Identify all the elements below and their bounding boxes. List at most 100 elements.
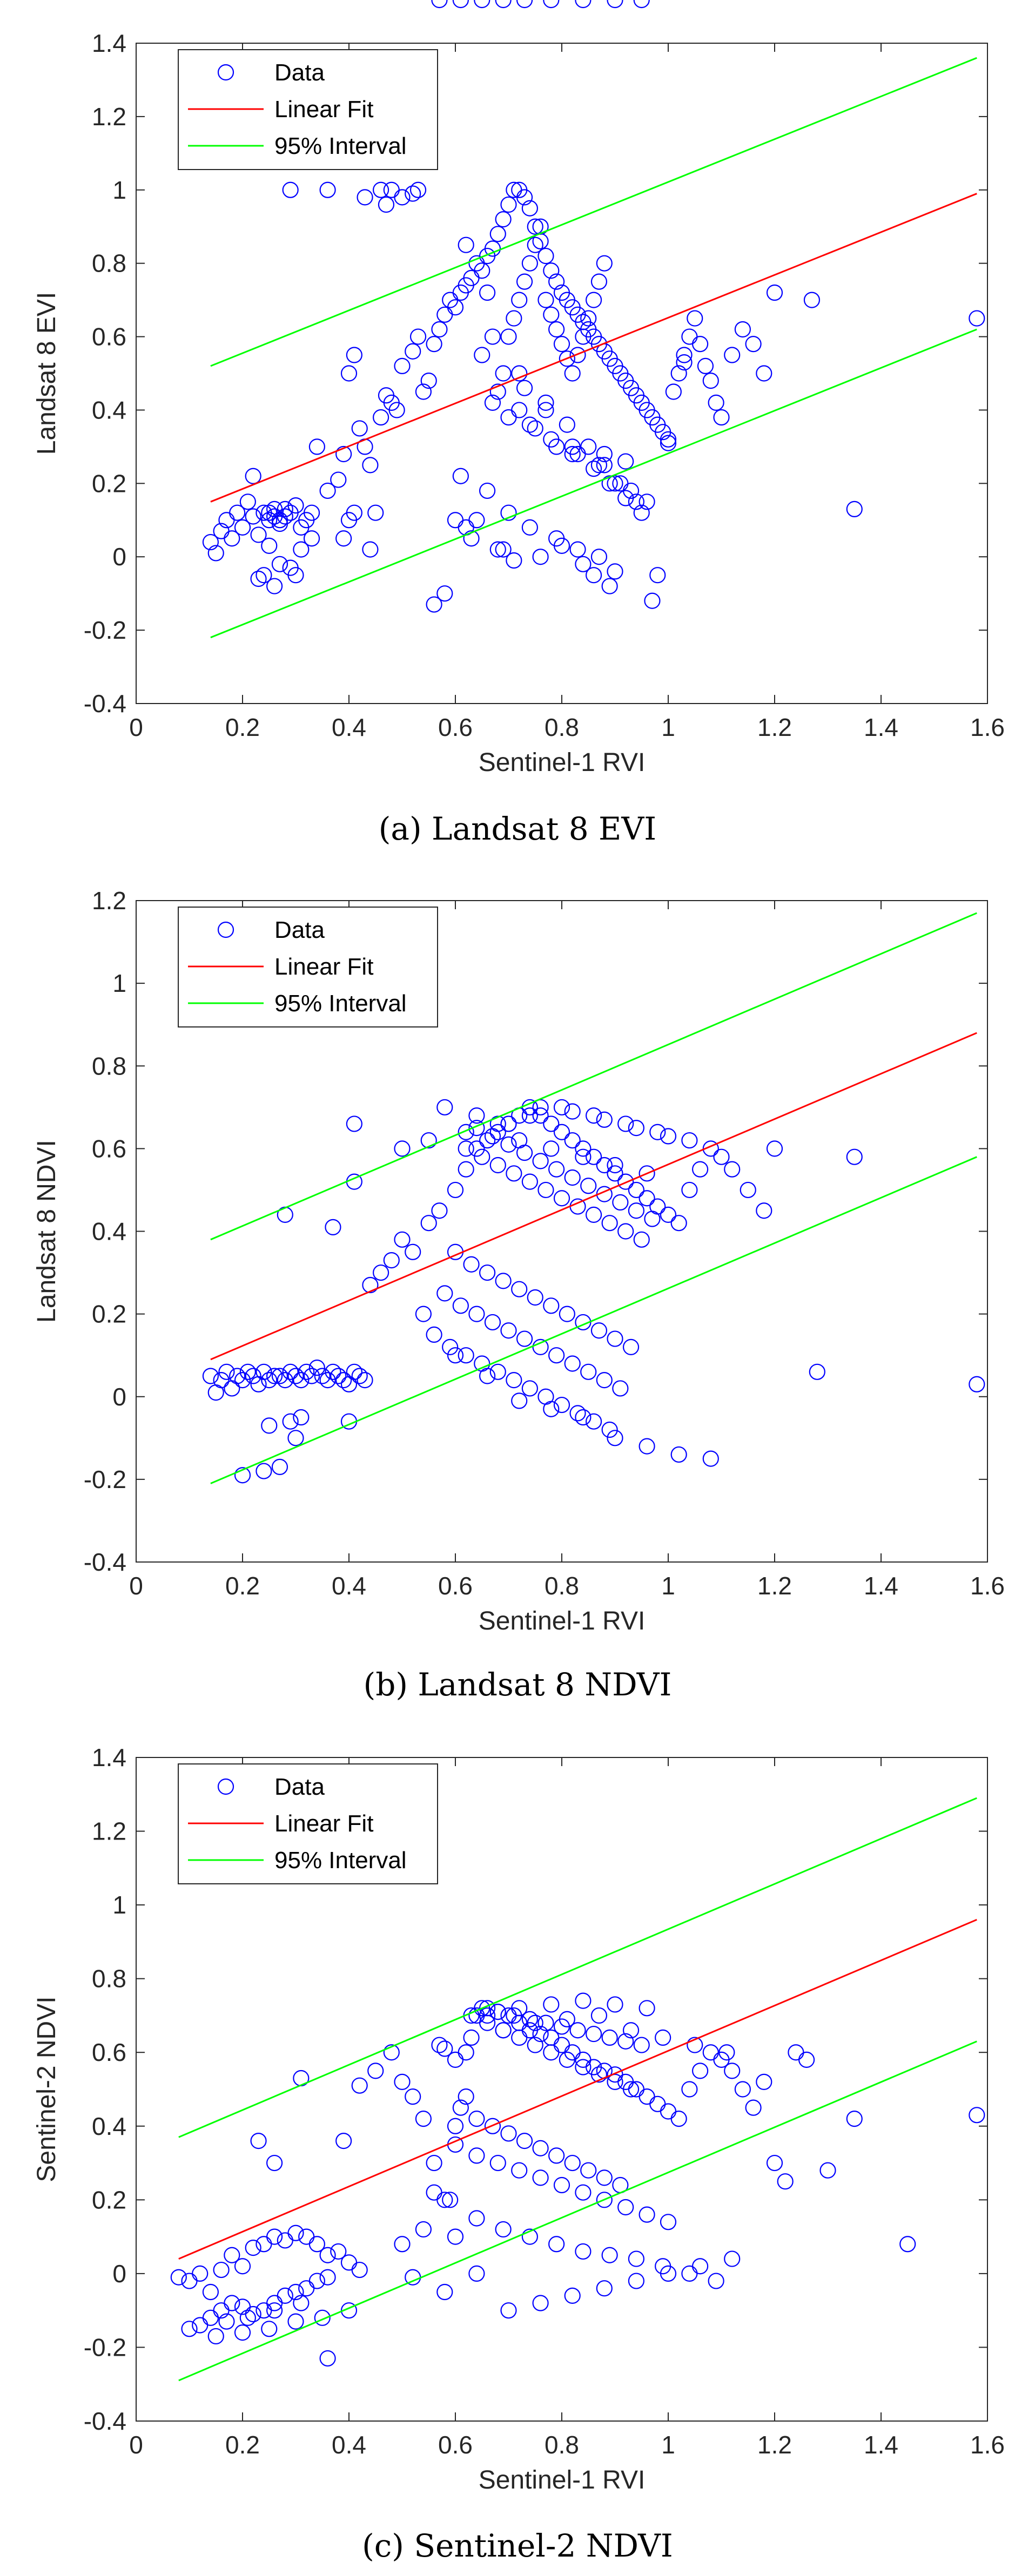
y-tick-label: 0.2 bbox=[92, 1300, 126, 1328]
data-point bbox=[617, 1173, 634, 1190]
data-point bbox=[846, 2111, 863, 2127]
data-point bbox=[405, 343, 421, 360]
y-tick-label: -0.4 bbox=[84, 2407, 126, 2435]
data-point bbox=[617, 453, 634, 470]
data-point bbox=[452, 468, 469, 484]
data-point bbox=[271, 1458, 288, 1476]
data-point bbox=[388, 402, 405, 418]
data-point bbox=[521, 255, 539, 272]
data-point bbox=[617, 2199, 634, 2216]
y-tick-label: 0 bbox=[112, 2260, 126, 2288]
data-point bbox=[543, 262, 560, 279]
data-point bbox=[202, 2283, 219, 2301]
data-point bbox=[575, 1992, 592, 2009]
data-point bbox=[282, 1363, 299, 1380]
data-point bbox=[415, 383, 432, 400]
data-point bbox=[447, 1347, 464, 1364]
data-point bbox=[340, 2254, 358, 2271]
data-point bbox=[351, 1368, 368, 1384]
data-point bbox=[532, 1153, 549, 1169]
data-point bbox=[607, 0, 623, 9]
data-point bbox=[596, 1157, 613, 1174]
data-point bbox=[548, 530, 565, 547]
data-point bbox=[628, 2250, 645, 2267]
data-point bbox=[580, 1178, 597, 1194]
data-point bbox=[325, 1363, 341, 1380]
data-point bbox=[335, 445, 352, 463]
data-point bbox=[261, 537, 278, 554]
data-point bbox=[330, 1368, 347, 1384]
data-point bbox=[590, 549, 608, 565]
data-point bbox=[543, 1996, 560, 2013]
data-point bbox=[394, 189, 411, 206]
data-point bbox=[596, 2192, 613, 2208]
data-point bbox=[447, 1181, 464, 1199]
data-point bbox=[969, 1376, 985, 1392]
data-point bbox=[234, 2258, 251, 2275]
data-point bbox=[277, 501, 293, 517]
data-point bbox=[458, 236, 474, 253]
data-point bbox=[601, 475, 618, 492]
data-point bbox=[340, 512, 358, 529]
y-tick-label: 0.2 bbox=[92, 469, 126, 497]
data-point bbox=[649, 2095, 666, 2112]
data-point bbox=[436, 1099, 453, 1115]
data-point bbox=[553, 2176, 570, 2194]
legend-data-marker bbox=[217, 921, 234, 938]
data-point bbox=[724, 2063, 741, 2079]
data-point bbox=[495, 0, 512, 9]
legend: Data Linear Fit 95% Interval bbox=[178, 49, 438, 170]
data-point bbox=[218, 1363, 235, 1380]
data-point bbox=[266, 2228, 283, 2245]
data-point bbox=[224, 2295, 240, 2311]
data-point bbox=[607, 475, 623, 492]
data-point bbox=[479, 1132, 496, 1149]
data-point bbox=[442, 2192, 459, 2208]
data-point bbox=[207, 2328, 224, 2345]
interval-lower-line bbox=[210, 1156, 977, 1484]
data-point bbox=[282, 1413, 299, 1430]
data-point bbox=[537, 247, 554, 265]
data-point bbox=[607, 1165, 623, 1182]
data-point bbox=[543, 1140, 560, 1157]
y-tick-label: -0.2 bbox=[84, 2333, 126, 2361]
interval-upper-line bbox=[178, 1797, 977, 2138]
data-point bbox=[569, 1405, 586, 1422]
data-point bbox=[639, 2206, 655, 2223]
data-point bbox=[245, 2305, 261, 2323]
data-point bbox=[479, 2007, 496, 2024]
x-axis-label: Sentinel-1 RVI bbox=[479, 748, 646, 777]
y-tick-label: 1 bbox=[112, 176, 126, 204]
data-point bbox=[745, 2099, 762, 2116]
data-point bbox=[500, 2302, 517, 2319]
data-point bbox=[245, 1368, 261, 1384]
data-point bbox=[639, 1190, 655, 1207]
data-point bbox=[777, 2173, 794, 2190]
data-point bbox=[564, 1169, 581, 1186]
data-point bbox=[537, 402, 554, 418]
data-point bbox=[234, 519, 251, 536]
data-point bbox=[521, 416, 539, 433]
y-tick-label: 0.4 bbox=[92, 1218, 126, 1246]
data-point bbox=[303, 1368, 320, 1384]
data-point bbox=[687, 310, 703, 327]
data-point bbox=[271, 1368, 288, 1384]
data-point bbox=[426, 596, 442, 613]
data-point bbox=[436, 1285, 453, 1302]
data-point bbox=[532, 549, 549, 565]
data-point bbox=[277, 2287, 293, 2304]
data-point bbox=[266, 578, 283, 594]
data-point bbox=[266, 2154, 283, 2172]
data-point bbox=[298, 2280, 315, 2297]
data-point bbox=[330, 471, 347, 488]
data-point bbox=[585, 1107, 602, 1124]
data-point bbox=[527, 1289, 543, 1306]
data-point bbox=[724, 347, 741, 363]
data-point bbox=[575, 2059, 592, 2075]
data-point bbox=[596, 255, 613, 272]
figure-caption: (b) Landsat 8 NDVI bbox=[364, 1666, 672, 1703]
data-point bbox=[463, 1256, 480, 1273]
data-point bbox=[293, 1372, 310, 1389]
x-tick-label: 1.4 bbox=[864, 1572, 898, 1600]
data-point bbox=[622, 1338, 640, 1355]
